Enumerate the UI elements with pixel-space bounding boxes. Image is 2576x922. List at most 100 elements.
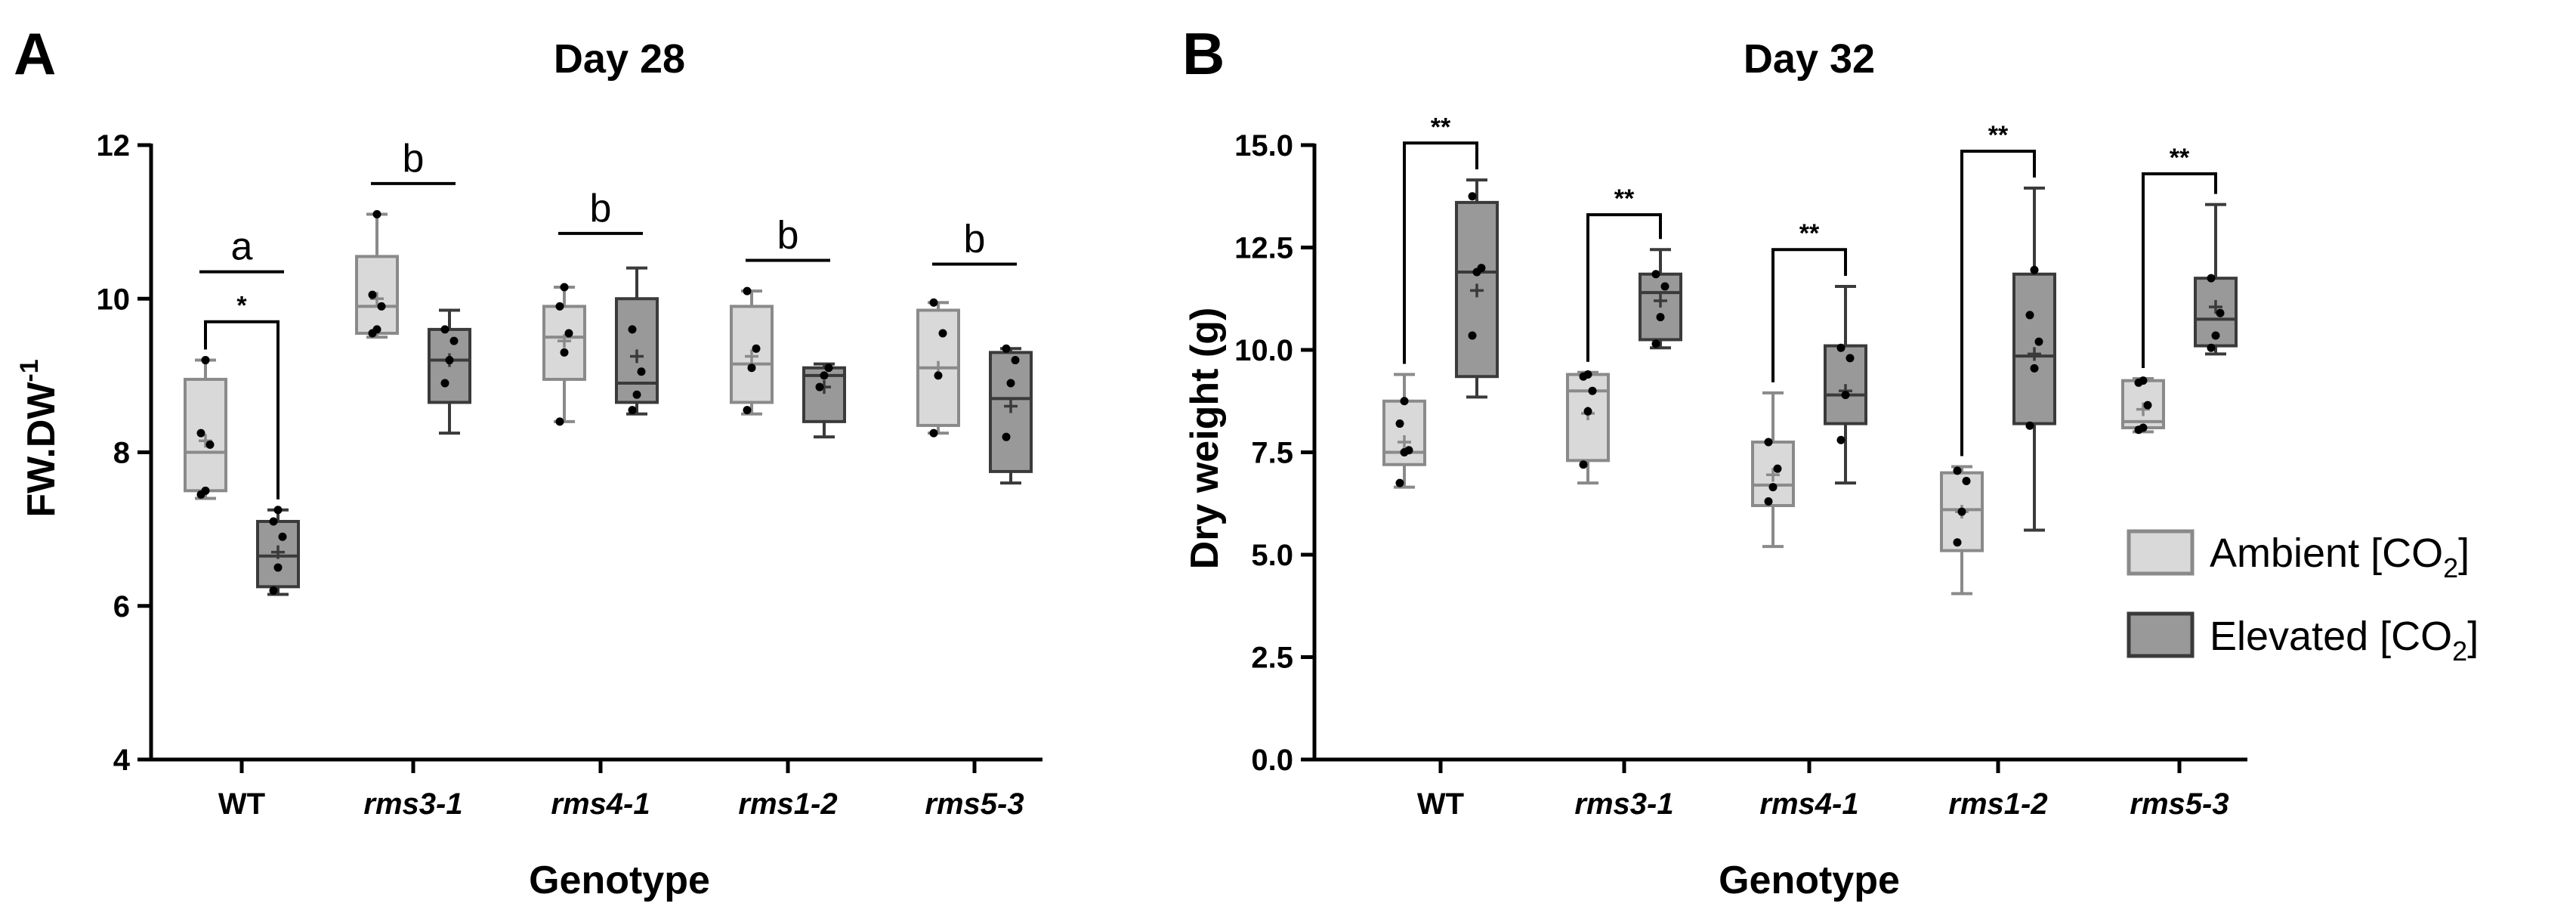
panel-a-y-axis-label: FW.DW-1 [15,359,63,517]
data-point [555,417,564,426]
data-point [752,344,761,353]
data-point [1002,432,1011,441]
data-point [372,209,381,218]
panel-a-box-ambient-1 [355,209,399,339]
panel-a-box-elevated-4 [989,344,1033,485]
panel-b-box-elevated-4 [2194,203,2238,356]
data-point [1953,538,1962,547]
data-point [1768,483,1778,492]
data-point [1773,464,1782,473]
data-point [2143,401,2152,410]
panel-b-y-axis-label-base: Dry weight (g) [1183,308,1227,570]
panel-a-significance-letter: a [231,225,253,269]
panel-b-significance-stars: ** [1614,184,1635,213]
data-point [368,290,377,299]
data-point [637,367,646,376]
data-point [820,371,829,380]
data-point [1651,339,1660,348]
panel-a-plot-area: 4 6 8 10 12 WT rms3-1 rms4-1 rms1-2 rms5-3 a b b b b * [97,129,1042,821]
data-point [2207,274,2216,283]
data-point [1651,270,1660,279]
data-point [1656,313,1665,322]
panel-a-box-elevated-3 [802,362,846,439]
data-point [1841,391,1850,400]
panel-a-y-axis-label-superscript: -1 [15,359,44,382]
panel-a-significance-bracket [204,320,280,500]
data-point [2216,308,2225,317]
panel-a-box-ambient-4 [916,298,960,438]
data-point [560,283,569,292]
data-point [273,506,283,515]
panel-a-y-tick-label: 8 [113,437,130,470]
data-point [929,298,938,307]
data-point [269,517,278,526]
data-point [2025,421,2034,430]
legend-label-ambient: Ambient [CO2] [2210,531,2469,583]
panel-a-box-ambient-3 [730,286,774,416]
data-point [564,329,573,338]
panel-b-x-tick-label: rms5-3 [2130,787,2229,821]
legend-swatch-ambient [2127,529,2195,576]
panel-a-y-tick-label: 10 [97,283,131,316]
data-point [1006,379,1015,388]
panel-b-box-elevated-2 [1824,284,1867,485]
data-point [196,429,205,438]
data-point [1468,192,1477,201]
data-point [2211,331,2220,340]
data-point [1953,466,1962,475]
data-point [1011,356,1020,365]
data-point [1583,370,1592,379]
data-point [2030,265,2039,274]
data-point [1846,354,1855,363]
data-point [377,302,386,311]
panel-b-letter: B [1182,20,1225,87]
data-point [1962,476,1971,485]
data-point [2025,311,2034,320]
data-point [1836,435,1846,444]
panel-b-box-ambient-3 [1940,465,1984,596]
data-point [1764,438,1773,447]
panel-b-significance-stars: ** [1431,113,1451,141]
panel-b-significance-bracket [1586,213,1662,362]
panel-b-box-ambient-4 [2121,376,2165,435]
data-point [1002,344,1011,353]
data-point [1579,460,1588,469]
panel-b-significance-bracket [1403,141,1478,364]
data-point [201,486,210,495]
data-point [632,390,641,399]
data-point [628,406,637,415]
panel-b-box-elevated-1 [1639,248,1682,350]
data-point [2207,343,2216,352]
panel-b-y-tick-label: 2.5 [1251,642,1293,675]
panel-a-significance-letter: b [964,218,986,261]
panel-b-y-tick-label: 5.0 [1251,539,1293,572]
panel-a-significance-letter: b [403,137,425,181]
data-point [201,356,210,365]
panel-b-box-ambient-0 [1382,373,1426,489]
panel-a-letter: A [14,20,56,87]
data-point [205,440,215,449]
panel-b-significance-bracket [1771,248,1847,382]
data-point [1468,331,1477,340]
data-point [1588,386,1597,395]
data-point [1395,478,1404,487]
panel-a-box-elevated-1 [428,308,471,435]
panel-a-title: Day 28 [554,36,685,82]
panel-b-significance-stars: ** [1988,121,2009,150]
data-point [278,532,287,541]
panel-a-y-tick-label: 4 [113,744,131,777]
legend-ambient-text: Ambient [CO [2210,531,2443,576]
data-point [743,286,752,295]
box-iqr [256,519,300,589]
data-point [1404,446,1413,455]
legend-ambient-bracket: ] [2458,531,2469,576]
panel-b-y-tick-label: 15.0 [1234,129,1293,162]
legend-swatch-elevated [2127,611,2195,658]
panel-b-box-elevated-0 [1455,178,1499,399]
data-point [2139,376,2148,385]
panel-b-significance-bracket [1960,150,2036,456]
panel-a-x-axis-label: Genotype [529,859,710,902]
panel-b-y-axis-label: Dry weight (g) [1183,308,1227,570]
panel-b-box-elevated-3 [2012,186,2056,532]
